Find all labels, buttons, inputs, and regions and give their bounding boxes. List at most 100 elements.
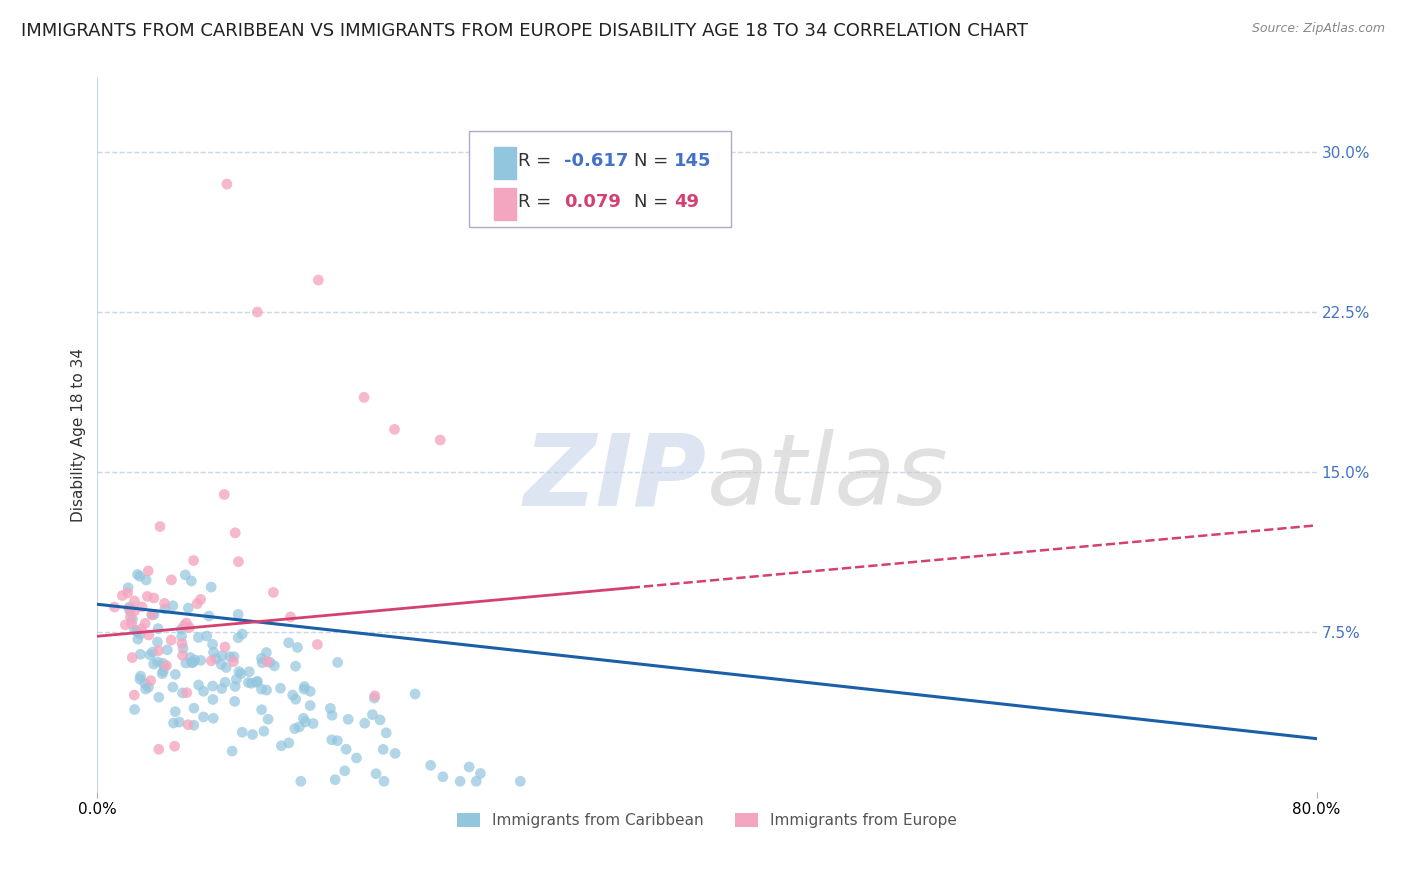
Point (221, 744, 243, 758)
Point (148, 643, 170, 657)
Point (139, 648, 162, 662)
Point (156, 642, 179, 657)
Point (228, 665, 250, 679)
Point (153, 602, 176, 616)
Point (183, 553, 205, 567)
Point (250, 682, 273, 697)
Point (180, 574, 202, 588)
Point (146, 635, 169, 649)
Point (200, 580, 222, 594)
Point (129, 627, 152, 641)
Point (231, 627, 253, 641)
Point (150, 666, 173, 681)
Point (124, 604, 146, 618)
Point (214, 640, 236, 654)
Point (172, 641, 194, 656)
Point (170, 622, 193, 636)
Point (256, 655, 278, 669)
Point (169, 715, 191, 730)
Point (215, 660, 238, 674)
Point (198, 609, 221, 624)
Point (135, 681, 157, 696)
Point (162, 599, 184, 613)
Point (245, 675, 267, 690)
Point (142, 591, 165, 605)
Point (172, 648, 194, 663)
Point (224, 525, 246, 540)
Point (269, 681, 291, 696)
Point (229, 666, 252, 681)
Point (384, 747, 406, 761)
Point (373, 742, 395, 756)
Point (458, 760, 481, 774)
Point (127, 624, 149, 639)
Point (225, 672, 247, 686)
Point (118, 601, 141, 615)
Point (321, 708, 343, 723)
Point (259, 656, 281, 670)
Point (202, 711, 225, 725)
Point (146, 655, 169, 669)
Point (214, 487, 236, 501)
Point (465, 774, 488, 789)
Point (368, 713, 391, 727)
Text: R =: R = (517, 194, 557, 211)
Point (337, 712, 360, 726)
Point (181, 656, 204, 670)
Point (294, 714, 316, 729)
Point (228, 555, 250, 569)
Point (136, 590, 159, 604)
Point (142, 657, 165, 671)
Point (253, 724, 276, 739)
Point (353, 390, 375, 404)
Point (165, 667, 187, 681)
Point (287, 640, 309, 655)
Point (174, 568, 197, 582)
Point (127, 632, 149, 647)
Point (429, 433, 451, 447)
Point (153, 596, 176, 610)
Point (299, 684, 322, 698)
Point (121, 616, 143, 631)
Point (254, 646, 277, 660)
Point (321, 732, 343, 747)
Point (201, 692, 224, 706)
Text: atlas: atlas (707, 429, 949, 526)
Point (209, 657, 232, 672)
Point (231, 725, 253, 739)
Point (238, 675, 260, 690)
Point (180, 656, 202, 670)
Point (375, 726, 398, 740)
Point (183, 653, 205, 667)
Point (262, 585, 284, 599)
Point (307, 638, 329, 652)
Text: Source: ZipAtlas.com: Source: ZipAtlas.com (1251, 22, 1385, 36)
Point (111, 589, 134, 603)
Text: N =: N = (634, 194, 673, 211)
Point (284, 692, 307, 706)
Point (299, 698, 322, 713)
Point (222, 649, 245, 664)
Point (148, 742, 170, 756)
Point (205, 651, 228, 665)
Y-axis label: Disability Age 18 to 34: Disability Age 18 to 34 (72, 348, 86, 522)
Point (333, 764, 356, 778)
Point (202, 645, 225, 659)
Point (277, 636, 299, 650)
Point (124, 623, 146, 637)
Point (138, 680, 160, 694)
Point (129, 672, 152, 686)
Point (187, 631, 209, 645)
Point (238, 665, 260, 679)
Point (294, 680, 316, 694)
Point (284, 659, 307, 673)
Point (270, 739, 292, 753)
Point (139, 673, 162, 688)
Point (242, 727, 264, 741)
Point (364, 689, 387, 703)
Point (148, 690, 170, 705)
Point (160, 573, 183, 587)
Point (163, 739, 186, 754)
Point (363, 691, 385, 706)
Point (257, 712, 280, 726)
